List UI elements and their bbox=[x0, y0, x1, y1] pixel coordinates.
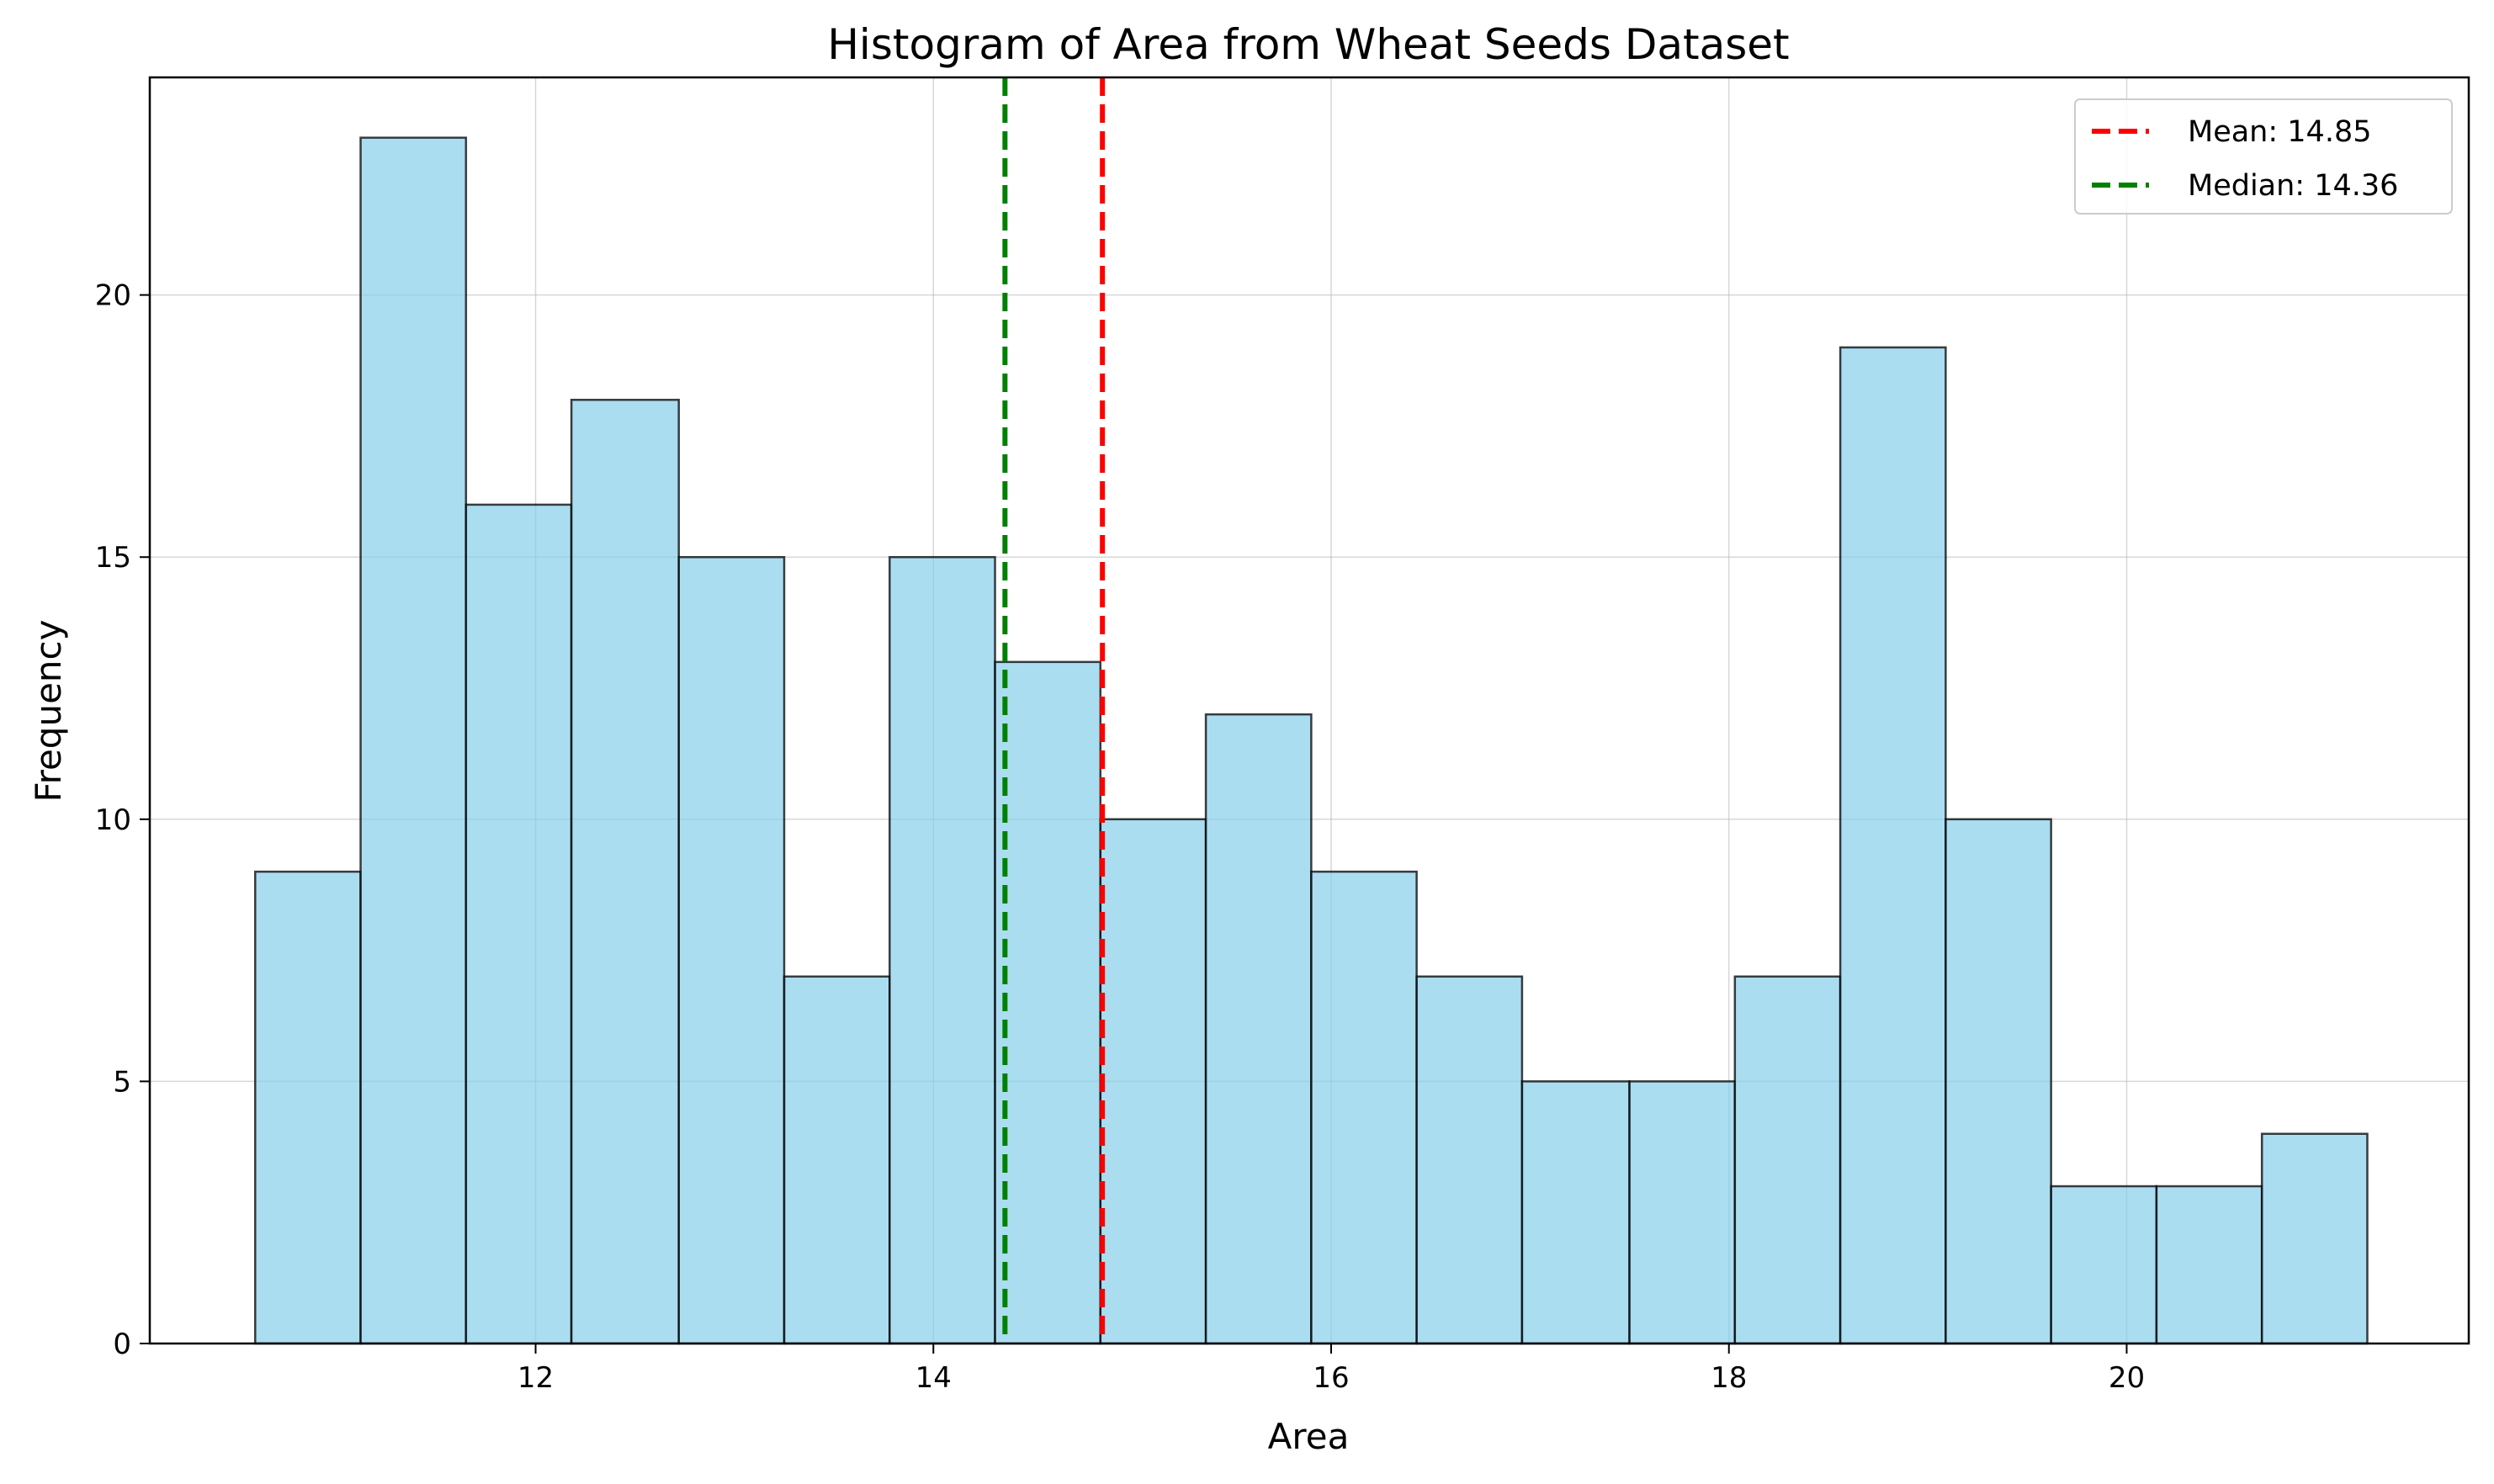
histogram-bar bbox=[464, 503, 573, 1345]
histogram-bar bbox=[1520, 1080, 1631, 1345]
histogram-bar bbox=[254, 870, 362, 1345]
y-tick-label: 0 bbox=[113, 1328, 131, 1361]
histogram-bar bbox=[1628, 1080, 1737, 1345]
x-tick-label: 18 bbox=[1711, 1361, 1747, 1395]
histogram-bar bbox=[889, 555, 996, 1345]
reference-lines bbox=[1002, 77, 1106, 1344]
x-tick-label: 12 bbox=[517, 1361, 554, 1395]
histogram-bar bbox=[1204, 713, 1313, 1345]
y-axis-label: Frequency bbox=[28, 620, 69, 803]
chart-title: Histogram of Area from Wheat Seeds Datas… bbox=[827, 20, 1789, 69]
histogram-bar bbox=[1839, 346, 1947, 1345]
x-axis-label: Area bbox=[1268, 1416, 1350, 1457]
histogram-bar bbox=[1945, 818, 2052, 1345]
histogram-bar bbox=[359, 136, 468, 1345]
histogram-bar bbox=[1415, 975, 1524, 1345]
legend-label: Mean: 14.85 bbox=[2188, 115, 2371, 149]
legend: Mean: 14.85 Median: 14.36 bbox=[2074, 98, 2453, 215]
histogram-bar bbox=[783, 975, 891, 1345]
histogram-bar bbox=[1099, 818, 1207, 1345]
histogram-bar bbox=[2260, 1132, 2369, 1345]
plot-area-frame bbox=[148, 76, 2470, 1345]
histogram-bar bbox=[570, 399, 680, 1345]
x-tick-label: 20 bbox=[2109, 1361, 2145, 1395]
y-axis-ticks: 0 5 10 15 20 bbox=[95, 279, 150, 1361]
x-axis-ticks: 12 14 16 18 20 bbox=[517, 1344, 2145, 1395]
legend-label: Median: 14.36 bbox=[2188, 169, 2398, 203]
histogram-bar bbox=[1733, 975, 1842, 1345]
histogram-bar bbox=[2050, 1185, 2158, 1345]
histogram-bar bbox=[2155, 1185, 2263, 1345]
x-tick-label: 14 bbox=[915, 1361, 952, 1395]
histogram-bars bbox=[254, 136, 2369, 1345]
legend-box bbox=[2074, 98, 2453, 215]
histogram-bar bbox=[994, 660, 1102, 1345]
x-tick-label: 16 bbox=[1313, 1361, 1349, 1395]
y-tick-label: 20 bbox=[95, 279, 131, 313]
y-tick-label: 10 bbox=[95, 803, 131, 837]
y-tick-label: 5 bbox=[113, 1065, 131, 1099]
y-tick-label: 15 bbox=[95, 541, 131, 575]
histogram-bar bbox=[1310, 870, 1418, 1345]
histogram-bar bbox=[677, 555, 786, 1345]
